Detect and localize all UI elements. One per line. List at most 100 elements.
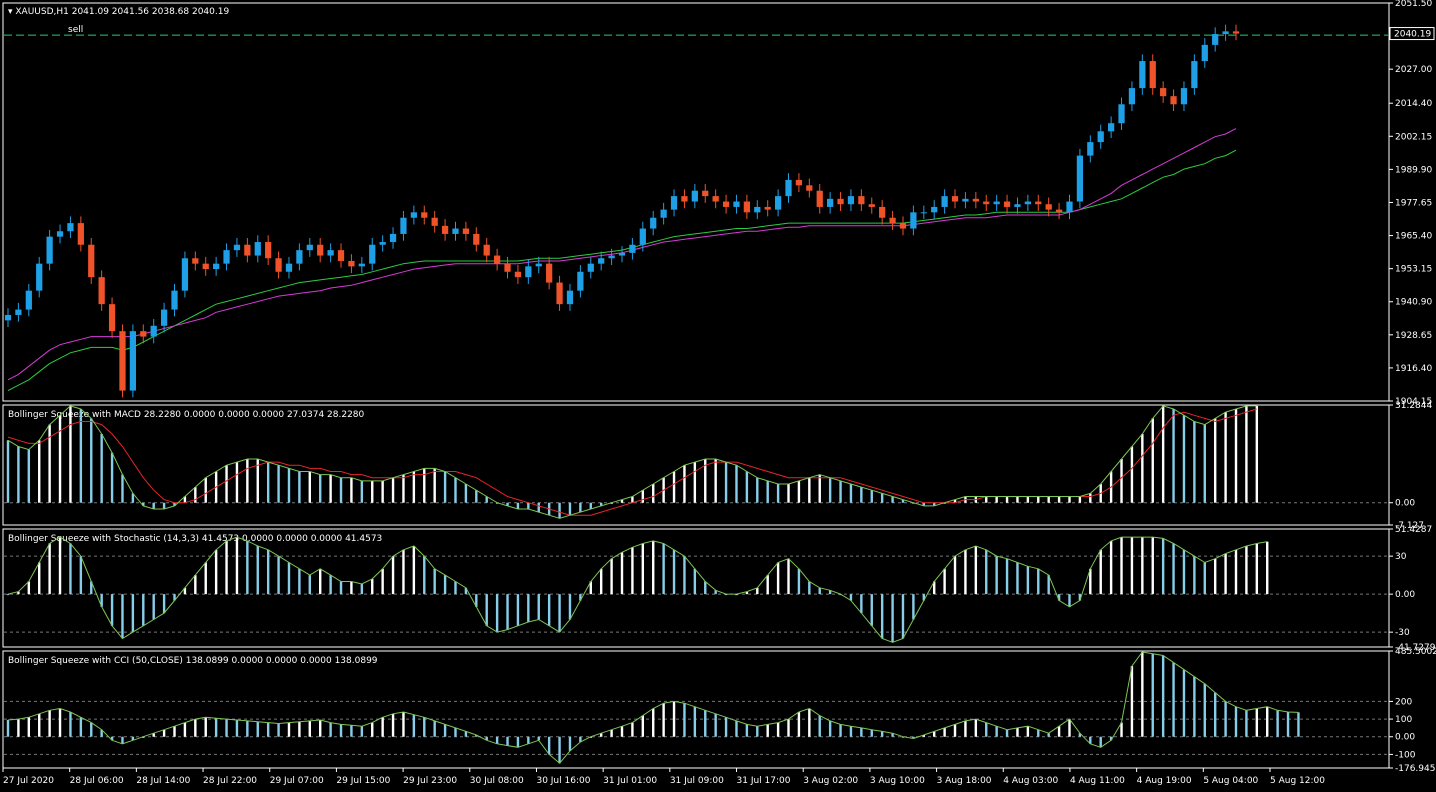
histogram-bar	[1037, 496, 1040, 503]
histogram-bar	[1047, 575, 1050, 595]
candle	[140, 324, 147, 344]
histogram-bar	[1141, 537, 1144, 595]
candle-body	[1201, 44, 1208, 62]
histogram-bar	[433, 720, 436, 737]
time-tick-label-2: 28 Jul 14:00	[136, 776, 190, 786]
histogram-bar	[808, 581, 811, 595]
candle	[473, 227, 480, 252]
candle-body	[733, 201, 740, 207]
price-axis-tick-label-5: 1977.65	[1395, 198, 1432, 208]
histogram-bar	[1245, 710, 1248, 737]
candle	[56, 224, 64, 244]
histogram-bar	[6, 719, 10, 737]
histogram-bar	[808, 708, 811, 737]
histogram-bar	[870, 490, 873, 503]
histogram-bar	[579, 594, 582, 601]
candle	[1024, 194, 1031, 211]
histogram-bar	[1224, 701, 1227, 737]
candle	[733, 194, 740, 214]
candle-body	[285, 263, 293, 272]
cci-pane[interactable]: Bollinger Squeeze with CCI (50,CLOSE) 13…	[4, 647, 1436, 774]
histogram-bar	[287, 722, 291, 737]
candle	[722, 194, 730, 214]
candle-body	[1170, 96, 1177, 105]
price-pane[interactable]: ▾ XAUUSD,H1 2041.09 2041.56 2038.68 2040…	[4, 0, 1435, 407]
histogram-bar	[1161, 538, 1165, 595]
candle	[223, 243, 230, 271]
histogram-bar	[1068, 594, 1071, 607]
candle	[1118, 97, 1125, 130]
histogram-bar	[693, 462, 697, 503]
histogram-bar	[839, 480, 842, 503]
candle	[98, 270, 105, 311]
histogram-bar	[891, 594, 894, 643]
candle-body	[171, 290, 178, 310]
candle-body	[1003, 201, 1011, 207]
candle	[681, 189, 688, 209]
histogram-bar	[558, 736, 561, 764]
candle	[493, 248, 501, 271]
histogram-bar	[704, 581, 707, 595]
histogram-bar	[620, 499, 624, 503]
candle-body	[25, 290, 32, 310]
histogram-bar	[652, 540, 655, 595]
histogram-bar	[631, 496, 634, 503]
histogram-bar	[1026, 496, 1030, 503]
stochastic-pane[interactable]: Bollinger Squeeze with Stochastic (14,3,…	[4, 525, 1436, 653]
histogram-bar	[787, 719, 790, 737]
candle	[660, 202, 667, 225]
histogram-bar	[350, 581, 353, 595]
candle-body	[88, 244, 95, 278]
histogram-bar	[38, 440, 41, 503]
candle-body	[421, 212, 428, 218]
candle	[743, 194, 751, 220]
histogram-bar	[1078, 733, 1082, 737]
macd-pane[interactable]: Bollinger Squeeze with MACD 28.2280 0.00…	[4, 401, 1432, 531]
candle-body	[858, 196, 865, 205]
histogram-bar	[1161, 405, 1165, 503]
histogram-bar	[745, 724, 749, 737]
histogram-bar	[860, 594, 863, 614]
candle	[816, 183, 823, 214]
histogram-bar	[329, 474, 332, 503]
histogram-bar	[266, 722, 270, 737]
time-tick-label-18: 5 Aug 04:00	[1203, 776, 1258, 786]
candle-body	[1035, 201, 1042, 205]
histogram-bar	[308, 575, 311, 595]
histogram-bar	[828, 720, 832, 737]
candle-body	[754, 206, 761, 213]
histogram-bar	[464, 587, 468, 595]
histogram-bar	[131, 493, 135, 503]
candle-body	[4, 314, 12, 321]
candle	[254, 235, 261, 263]
pane-1-axis-tick-label-1: 0.00	[1395, 499, 1415, 509]
histogram-bar	[381, 480, 384, 503]
histogram-bar	[121, 474, 124, 503]
pane-3-axis-tick-label-4: -100	[1395, 750, 1416, 760]
time-tick-label-14: 3 Aug 18:00	[937, 776, 992, 786]
time-tick-label-10: 31 Jul 09:00	[670, 776, 724, 786]
time-tick-label-11: 31 Jul 17:00	[737, 776, 791, 786]
candle-body	[764, 206, 771, 210]
histogram-bar	[256, 458, 259, 503]
histogram-bar	[443, 471, 447, 503]
histogram-bar	[90, 418, 93, 503]
histogram-bar	[1224, 412, 1227, 503]
candle-body	[1232, 31, 1240, 34]
histogram-bar	[412, 714, 416, 737]
candle	[4, 308, 12, 328]
histogram-bar	[1026, 726, 1030, 737]
candle	[400, 210, 407, 241]
histogram-bar	[485, 496, 488, 503]
candle-body	[15, 309, 22, 315]
candle-body	[879, 206, 886, 218]
histogram-bar	[818, 474, 821, 503]
candle	[1232, 24, 1240, 41]
histogram-bar	[423, 717, 426, 737]
candle-body	[608, 255, 615, 259]
histogram-bar	[1234, 409, 1238, 503]
histogram-bar	[329, 722, 332, 737]
histogram-bar	[464, 483, 468, 503]
candle	[410, 205, 417, 225]
candle-body	[1055, 209, 1063, 213]
